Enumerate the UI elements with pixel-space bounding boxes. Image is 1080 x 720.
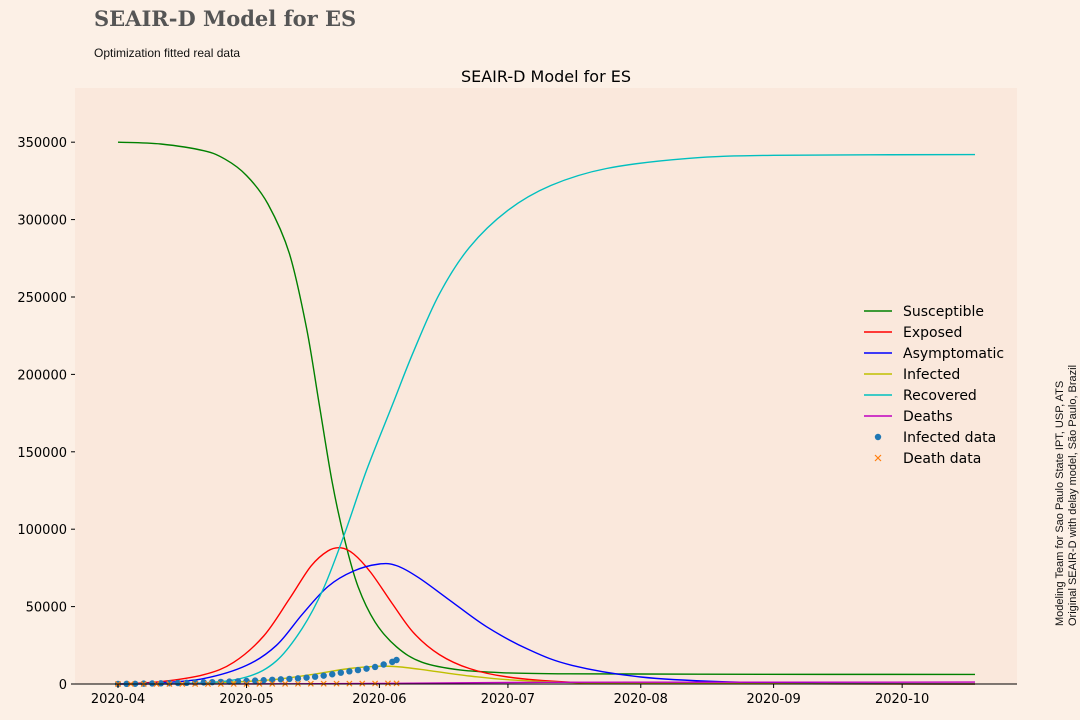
y-tick-label: 200000 (17, 368, 67, 383)
data-point-infected-data (234, 678, 242, 685)
data-point-infected-data (174, 679, 182, 687)
data-point-infected-data (393, 656, 400, 664)
data-point-infected-data (251, 677, 259, 684)
y-tick-label: 150000 (17, 446, 67, 461)
data-point-infected-data (354, 666, 362, 674)
legend: Susceptible Exposed Asymptomatic Infected Re… (864, 304, 1004, 467)
legend-label-susceptible: Susceptible (903, 304, 984, 320)
figure-subtitle: Optimization fitted real data (94, 46, 241, 60)
data-point-infected-data (337, 669, 345, 676)
data-point-infected-data (380, 661, 387, 668)
series-line-infected (117, 665, 976, 685)
data-point-infected-data (183, 679, 190, 687)
data-point-death-data (384, 680, 391, 687)
x-tick-label: 2020-04 (91, 692, 145, 707)
y-tick-label: 100000 (17, 523, 67, 538)
credit-line-1: Modeling Team for Sao Paulo State IPT, U… (1054, 380, 1066, 626)
series-line-recovered (117, 153, 976, 685)
data-point-infected-data (371, 663, 379, 671)
x-tick-label: 2020-05 (219, 692, 273, 707)
data-point-infected-data (346, 668, 353, 675)
data-point-infected-data (294, 675, 302, 682)
y-tick-label: 0 (59, 678, 67, 693)
legend-label-death-data: Death data (903, 451, 981, 467)
legend-swatch-infected-data (874, 433, 882, 441)
data-point-infected-data (311, 673, 319, 680)
legend-label-recovered: Recovered (903, 388, 977, 404)
legend-label-infected: Infected (903, 367, 960, 383)
data-point-infected-data (320, 672, 327, 679)
x-tick-label: 2020-07 (481, 692, 535, 707)
data-point-death-data (393, 680, 400, 687)
side-credit-text: Modeling Team for Sao Paulo State IPT, U… (1054, 365, 1080, 626)
data-point-infected-data (277, 676, 285, 683)
x-tick-label: 2020-08 (614, 692, 668, 707)
data-point-infected-data (226, 678, 233, 685)
x-tick-label: 2020-09 (746, 692, 800, 707)
y-tick-label: 350000 (17, 136, 67, 151)
data-point-infected-data (329, 671, 336, 678)
plot-area-background (75, 88, 1017, 684)
credit-line-2: Original SEAIR-D with delay model, São P… (1067, 364, 1079, 626)
legend-label-deaths: Deaths (903, 409, 953, 425)
x-tick-label: 2020-06 (352, 692, 406, 707)
legend-label-exposed: Exposed (903, 325, 962, 341)
data-point-infected-data (191, 679, 199, 686)
axes-layer: 0 50000 100000 150000 200000 250000 300000 3500… (17, 136, 1017, 707)
data-point-infected-data (363, 665, 370, 672)
figure-suptitle: SEAIR-D Model for ES (94, 6, 357, 31)
series-line-asymptomatic (117, 562, 976, 685)
y-tick-label: 300000 (17, 214, 67, 229)
legend-label-asymptomatic: Asymptomatic (903, 346, 1004, 362)
chart-title: SEAIR-D Model for ES (461, 67, 631, 86)
data-point-infected-data (303, 674, 310, 681)
data-point-infected-data (286, 675, 293, 683)
legend-swatch-death-data (874, 454, 882, 462)
y-tick-label: 50000 (26, 601, 67, 616)
y-tick-label: 250000 (17, 291, 67, 306)
series-line-susceptible (117, 141, 976, 676)
legend-label-infected-data: Infected data (903, 430, 996, 446)
x-tick-label: 2020-10 (875, 692, 929, 707)
